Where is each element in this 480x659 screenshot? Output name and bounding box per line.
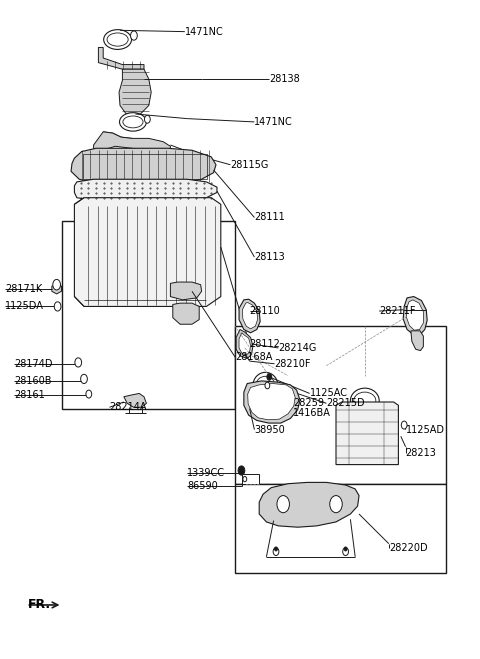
Text: 28211F: 28211F: [379, 306, 416, 316]
Text: 28160B: 28160B: [14, 376, 52, 386]
Polygon shape: [259, 482, 359, 527]
Ellipse shape: [253, 372, 278, 399]
Circle shape: [267, 374, 272, 380]
Text: 28168A: 28168A: [235, 352, 273, 362]
Text: 28110: 28110: [250, 306, 280, 316]
Polygon shape: [119, 69, 151, 115]
Circle shape: [238, 466, 245, 475]
Polygon shape: [242, 302, 258, 329]
Text: 28220D: 28220D: [389, 543, 427, 554]
Polygon shape: [74, 198, 221, 306]
Circle shape: [54, 302, 61, 311]
Text: 1416BA: 1416BA: [293, 408, 331, 418]
Polygon shape: [98, 47, 144, 69]
Circle shape: [265, 382, 270, 389]
Circle shape: [86, 390, 92, 398]
Text: 1339CC: 1339CC: [187, 468, 225, 478]
Text: 28214A: 28214A: [109, 402, 147, 413]
Text: 28171K: 28171K: [5, 283, 42, 294]
Polygon shape: [239, 299, 260, 333]
Ellipse shape: [256, 376, 275, 395]
Polygon shape: [173, 303, 199, 324]
Circle shape: [144, 115, 150, 123]
Polygon shape: [248, 384, 295, 420]
Text: 28174D: 28174D: [14, 358, 53, 369]
Circle shape: [344, 547, 347, 551]
Polygon shape: [403, 297, 427, 335]
Circle shape: [273, 548, 279, 556]
Text: 28113: 28113: [254, 252, 285, 262]
Circle shape: [81, 374, 87, 384]
Bar: [235, 326, 446, 484]
Circle shape: [275, 547, 277, 551]
Text: 28115G: 28115G: [230, 159, 269, 170]
Polygon shape: [74, 179, 217, 200]
Ellipse shape: [354, 392, 376, 409]
Polygon shape: [239, 333, 251, 355]
Text: 28215D: 28215D: [326, 398, 365, 409]
Polygon shape: [94, 132, 170, 155]
Circle shape: [53, 279, 60, 290]
Circle shape: [330, 496, 342, 513]
Text: 28259: 28259: [293, 398, 324, 409]
Ellipse shape: [123, 116, 143, 128]
Text: 28214G: 28214G: [278, 343, 317, 353]
Polygon shape: [336, 402, 398, 465]
Text: 1125AC: 1125AC: [310, 388, 348, 399]
Ellipse shape: [120, 113, 146, 131]
Text: 1125DA: 1125DA: [5, 301, 44, 312]
Text: 1125AD: 1125AD: [406, 424, 444, 435]
Polygon shape: [407, 300, 423, 330]
Text: 28138: 28138: [269, 74, 300, 84]
Circle shape: [131, 31, 137, 40]
Text: 38950: 38950: [254, 424, 285, 435]
Text: 28112: 28112: [250, 339, 280, 349]
Circle shape: [277, 496, 289, 513]
Bar: [235, 484, 446, 573]
Polygon shape: [124, 393, 146, 407]
Polygon shape: [103, 132, 134, 145]
Bar: [83, 154, 207, 179]
Ellipse shape: [104, 30, 132, 49]
Polygon shape: [71, 148, 216, 183]
Ellipse shape: [350, 388, 379, 413]
Polygon shape: [52, 286, 61, 294]
Circle shape: [243, 476, 247, 482]
Text: 1471NC: 1471NC: [254, 117, 293, 127]
Text: 28111: 28111: [254, 212, 285, 223]
Text: 28213: 28213: [406, 448, 436, 459]
Text: FR.: FR.: [28, 598, 51, 612]
Circle shape: [401, 421, 407, 429]
Text: 1471NC: 1471NC: [185, 26, 224, 37]
Bar: [242, 474, 259, 484]
Bar: [62, 221, 235, 409]
Polygon shape: [244, 381, 300, 423]
Text: 86590: 86590: [187, 481, 218, 492]
Text: 28210F: 28210F: [275, 358, 311, 369]
Polygon shape: [236, 330, 253, 358]
Polygon shape: [170, 282, 202, 300]
Polygon shape: [411, 331, 423, 351]
Ellipse shape: [107, 33, 128, 46]
Circle shape: [343, 548, 348, 556]
Circle shape: [75, 358, 82, 367]
Text: 28161: 28161: [14, 390, 45, 401]
